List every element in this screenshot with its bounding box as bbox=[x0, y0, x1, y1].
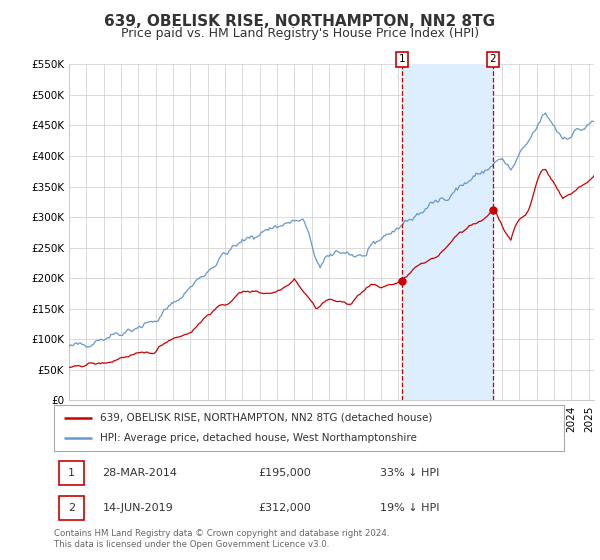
Text: 639, OBELISK RISE, NORTHAMPTON, NN2 8TG (detached house): 639, OBELISK RISE, NORTHAMPTON, NN2 8TG … bbox=[100, 413, 432, 423]
Text: 28-MAR-2014: 28-MAR-2014 bbox=[103, 468, 178, 478]
Text: 1: 1 bbox=[399, 54, 406, 64]
Text: Price paid vs. HM Land Registry's House Price Index (HPI): Price paid vs. HM Land Registry's House … bbox=[121, 27, 479, 40]
Text: 639, OBELISK RISE, NORTHAMPTON, NN2 8TG: 639, OBELISK RISE, NORTHAMPTON, NN2 8TG bbox=[104, 14, 496, 29]
Text: HPI: Average price, detached house, West Northamptonshire: HPI: Average price, detached house, West… bbox=[100, 433, 417, 443]
Text: 19% ↓ HPI: 19% ↓ HPI bbox=[380, 503, 440, 513]
Text: 2: 2 bbox=[490, 54, 496, 64]
FancyBboxPatch shape bbox=[59, 461, 83, 485]
Text: 14-JUN-2019: 14-JUN-2019 bbox=[103, 503, 173, 513]
Text: Contains HM Land Registry data © Crown copyright and database right 2024.
This d: Contains HM Land Registry data © Crown c… bbox=[54, 529, 389, 549]
Text: 1: 1 bbox=[68, 468, 75, 478]
FancyBboxPatch shape bbox=[59, 496, 83, 520]
Bar bbox=[402, 64, 493, 400]
Text: 2: 2 bbox=[68, 503, 75, 513]
Text: £195,000: £195,000 bbox=[258, 468, 311, 478]
Text: £312,000: £312,000 bbox=[258, 503, 311, 513]
Text: 33% ↓ HPI: 33% ↓ HPI bbox=[380, 468, 440, 478]
